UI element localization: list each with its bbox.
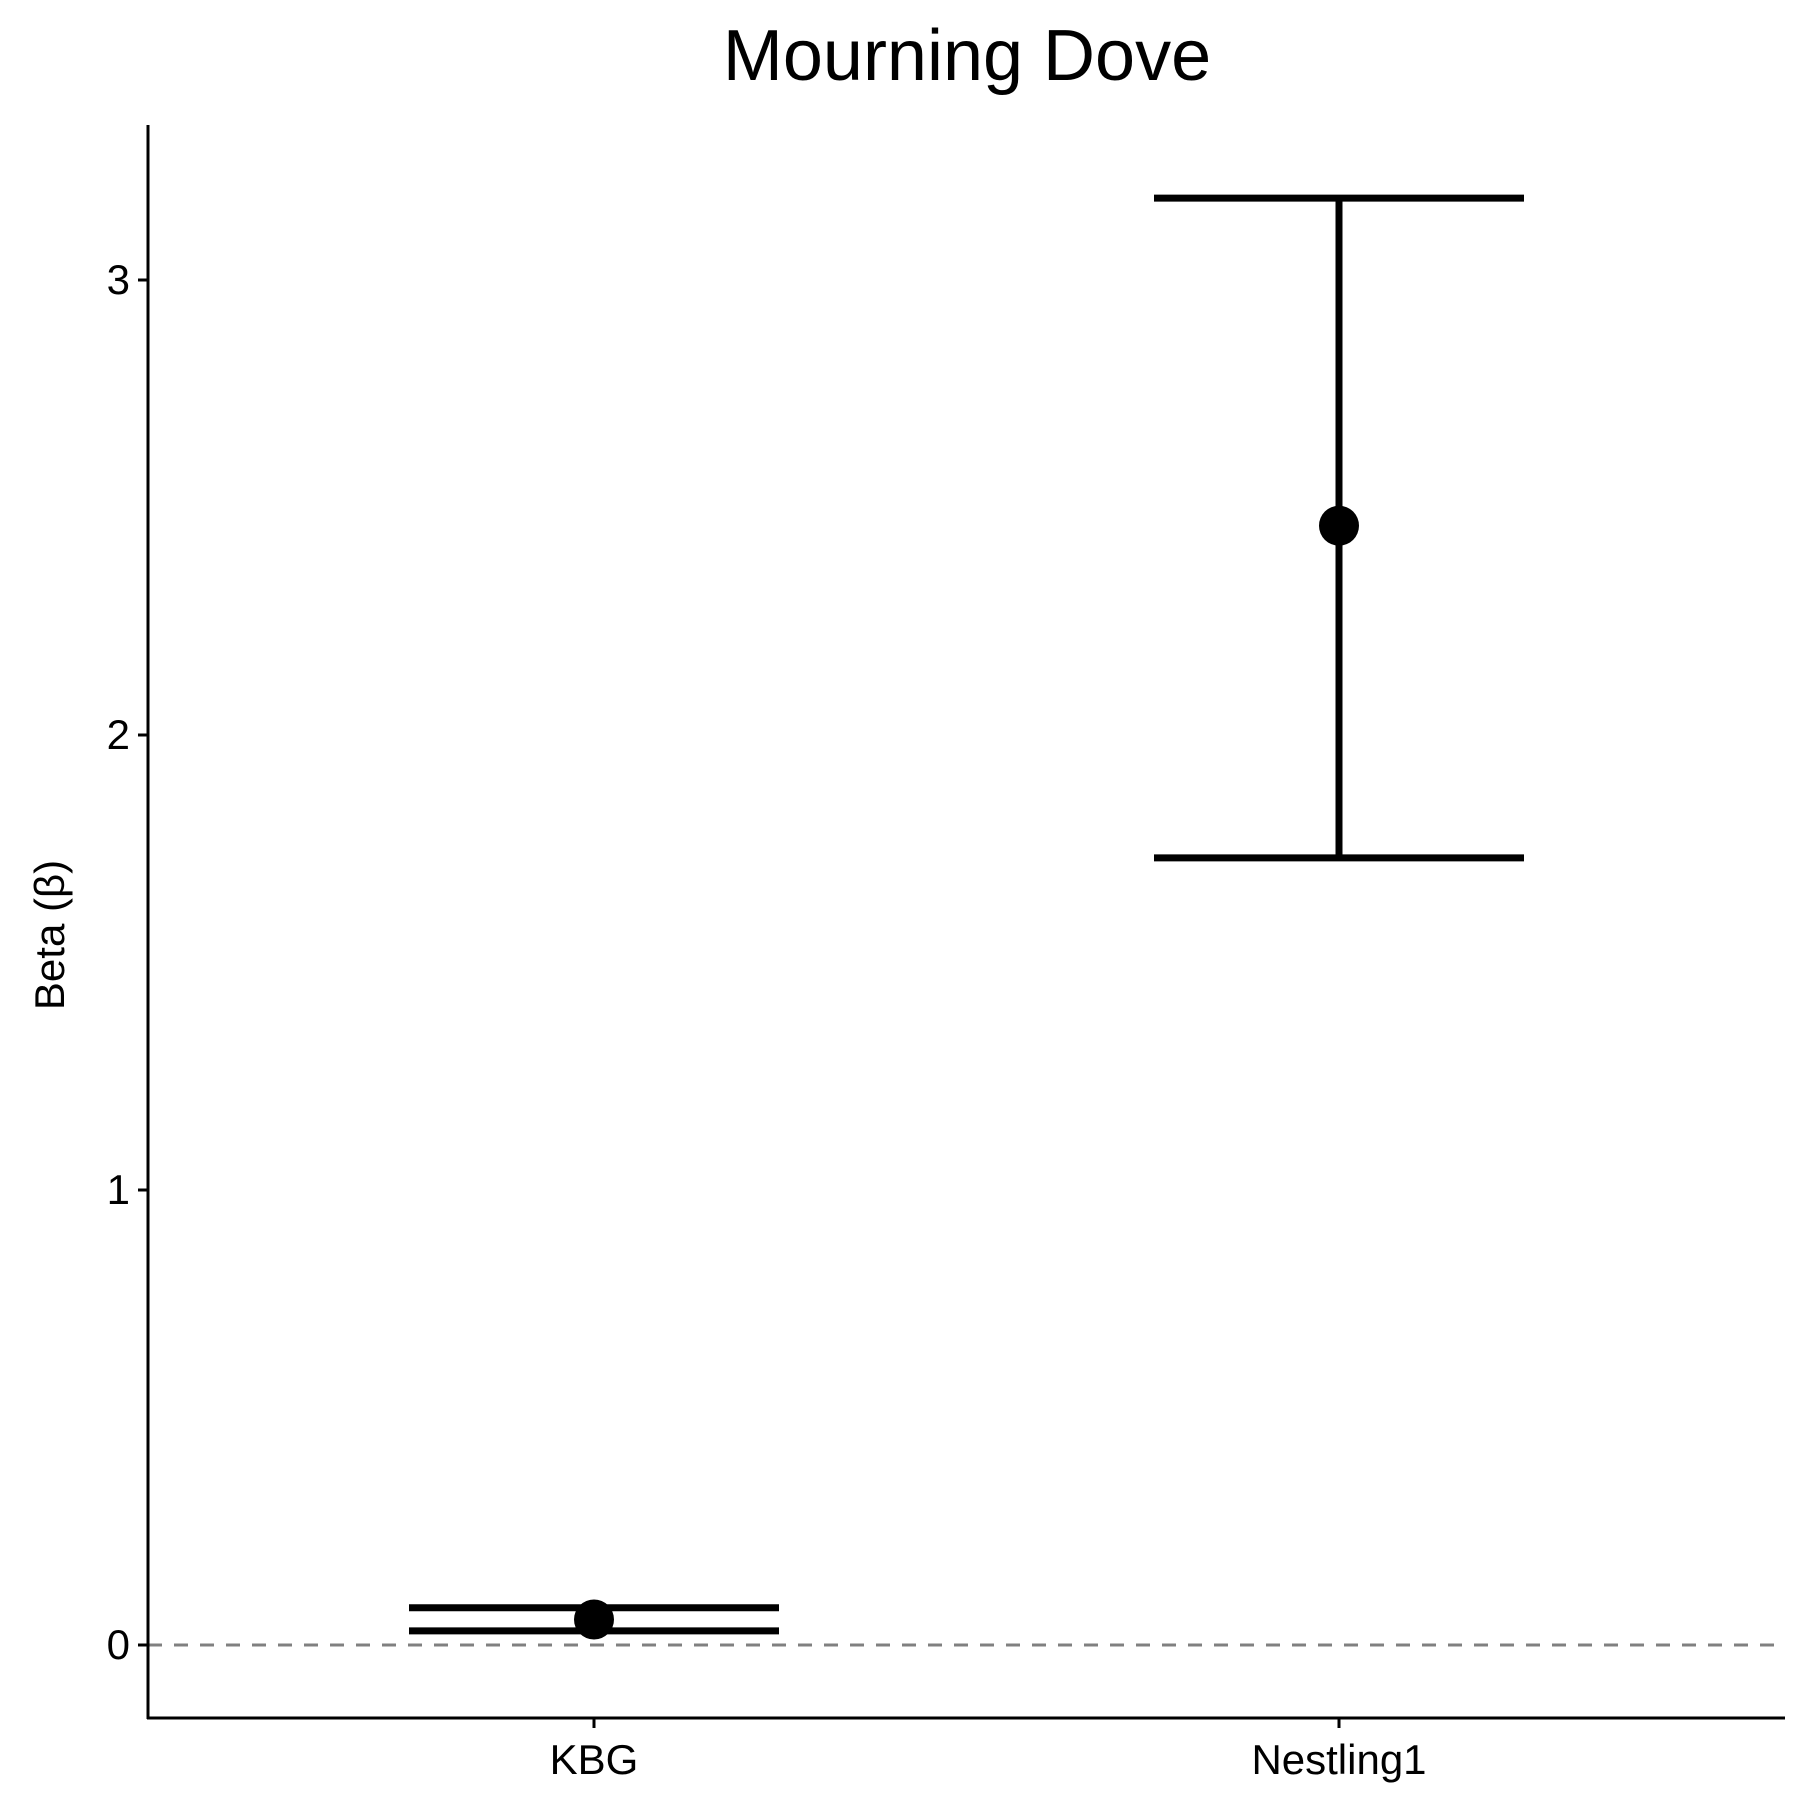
y-tick-label-2: 2 bbox=[107, 711, 130, 758]
y-tick-label-3: 3 bbox=[107, 256, 130, 303]
x-tick-label-nestling1: Nestling1 bbox=[1251, 1736, 1426, 1783]
y-axis-label: Beta (β) bbox=[26, 860, 73, 1010]
point-nestling1 bbox=[1319, 505, 1359, 546]
point-kbg bbox=[574, 1599, 614, 1640]
chart-title: Mourning Dove bbox=[723, 16, 1211, 96]
plot-area: 0 1 2 3 KBG Nestling1 bbox=[107, 125, 1785, 1783]
y-tick-label-0: 0 bbox=[107, 1621, 130, 1668]
y-tick-label-1: 1 bbox=[107, 1166, 130, 1213]
x-tick-label-kbg: KBG bbox=[550, 1736, 639, 1783]
